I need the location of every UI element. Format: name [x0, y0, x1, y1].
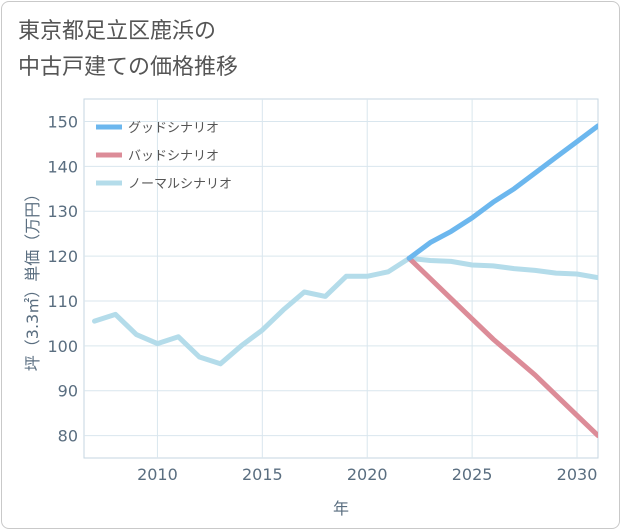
legend-label: バッドシナリオ: [128, 149, 219, 164]
y-axis-label: 坪（3.3㎡）単価（万円）: [23, 186, 42, 371]
x-tick-label: 2030: [557, 465, 598, 484]
chart-title: 東京都足立区鹿浜の 中古戸建ての価格推移: [18, 19, 239, 80]
y-tick-label: 110: [47, 292, 78, 311]
legend-label: ノーマルシナリオ: [128, 177, 232, 192]
x-axis-label: 年: [333, 499, 349, 518]
y-tick-label: 150: [47, 112, 78, 131]
y-tick-label: 120: [47, 247, 78, 266]
series-line-1: [406, 255, 598, 439]
y-tick-label: 90: [58, 382, 78, 401]
legend-label: グッドシナリオ: [128, 121, 219, 136]
x-tick-label: 2010: [137, 465, 178, 484]
series-line-0: [406, 123, 598, 261]
x-tick-label: 2020: [347, 465, 388, 484]
y-tick-label: 140: [47, 157, 78, 176]
y-tick-label: 80: [58, 427, 78, 446]
x-tick-label: 2015: [242, 465, 283, 484]
series-line-2: [92, 255, 598, 367]
y-tick-label: 100: [47, 337, 78, 356]
x-tick-label: 2025: [452, 465, 493, 484]
y-tick-label: 130: [47, 202, 78, 221]
